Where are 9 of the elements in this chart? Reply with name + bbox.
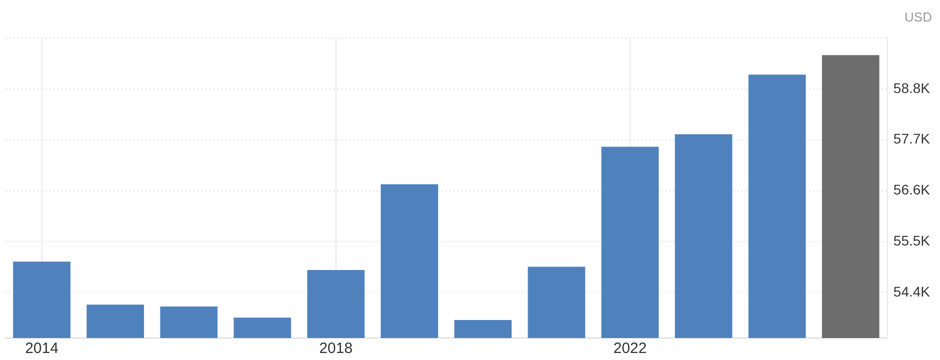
x-tick-label: 2022: [613, 340, 647, 358]
y-tick-label: 57.7K: [893, 130, 931, 147]
y-tick-label: 54.4K: [893, 283, 931, 300]
x-tick-label: 2018: [319, 340, 353, 358]
x-tick-label: 2014: [25, 340, 58, 358]
y-tick-label: 55.5K: [893, 232, 931, 249]
y-tick-label: 58.8K: [893, 80, 931, 96]
y-tick-label: 56.6K: [893, 182, 931, 198]
y-axis-title: USD: [904, 10, 932, 25]
